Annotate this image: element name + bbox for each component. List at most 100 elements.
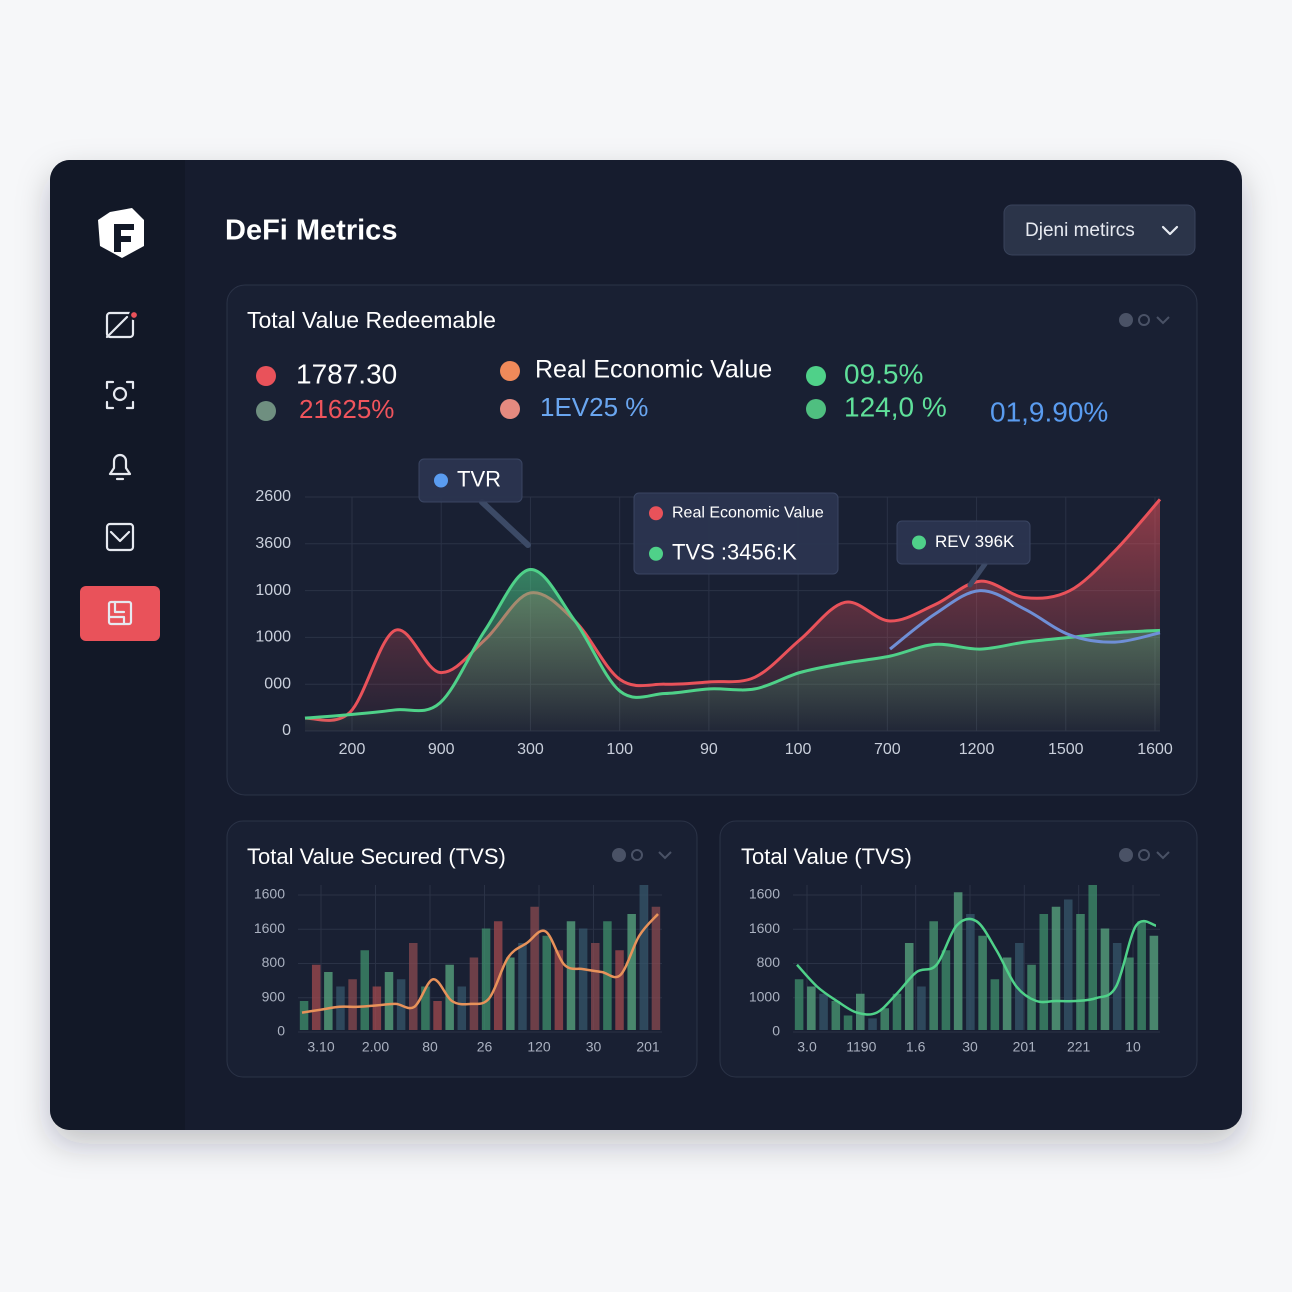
bar (360, 950, 369, 1030)
stat-value: 1787.30 (296, 358, 397, 389)
x-tick-label: 80 (422, 1039, 438, 1055)
bar (1149, 935, 1159, 1030)
bar (1088, 885, 1097, 1030)
tooltip-dot (649, 506, 663, 521)
x-tick-label: 300 (517, 741, 544, 758)
bar (324, 972, 333, 1030)
nav-send[interactable] (105, 309, 140, 339)
bar (1027, 964, 1036, 1030)
x-tick-label: 90 (700, 741, 718, 758)
panel-title: Total Value (TVS) (741, 844, 912, 869)
bar (966, 914, 975, 1030)
x-tick-label: 120 (527, 1039, 551, 1055)
y-tick-label: 0 (282, 722, 291, 739)
bar (929, 921, 938, 1030)
bar (615, 950, 624, 1030)
tooltip-text: TVR (457, 466, 501, 491)
stat-value: 124,0 % (844, 391, 947, 422)
line (304, 568, 1161, 720)
bar (469, 957, 479, 1030)
stat-dot (256, 401, 276, 421)
x-tick-label: 3.0 (797, 1039, 817, 1055)
y-tick-label: 1600 (749, 920, 780, 936)
page-title: DeFi Metrics (225, 215, 397, 247)
bar (880, 1008, 890, 1030)
stat-value: 21625% (299, 394, 394, 424)
bar (603, 921, 612, 1030)
stat-value: 1EV25 % (540, 392, 648, 422)
bar (651, 906, 661, 1030)
stat-dot (256, 366, 276, 386)
y-tick-label: 1000 (749, 988, 780, 1004)
bar (892, 993, 902, 1030)
x-tick-label: 1200 (959, 741, 995, 758)
tooltip-dot (434, 473, 448, 488)
panel-menu[interactable] (612, 848, 672, 862)
tooltip-text: Real Economic Value (672, 504, 824, 521)
line (304, 498, 1162, 722)
nav-reports[interactable] (107, 600, 133, 626)
panel-title: Total Value Secured (TVS) (247, 844, 506, 869)
tooltip-dot (649, 546, 663, 561)
bar (1125, 957, 1134, 1030)
y-tick-label: 3600 (255, 535, 291, 552)
bar (542, 935, 551, 1030)
x-tick-label: 2.00 (362, 1039, 389, 1055)
line (796, 917, 1157, 1016)
x-tick-label: 26 (477, 1039, 493, 1055)
area (305, 569, 1160, 731)
x-tick-label: 201 (636, 1039, 660, 1055)
nav-active[interactable] (80, 586, 160, 641)
tooltip-text: TVS :3456:K (672, 540, 797, 565)
x-tick-label: 700 (874, 741, 901, 758)
x-tick-label: 221 (1067, 1039, 1091, 1055)
stat-dot (806, 399, 826, 419)
x-tick-label: 900 (428, 741, 455, 758)
stat-dot (500, 399, 520, 419)
dropdown-label: Djeni metircs (1025, 220, 1135, 241)
bar (1100, 928, 1110, 1030)
x-tick-label: 1190 (846, 1039, 876, 1055)
bar (348, 979, 357, 1030)
stat-dot (806, 366, 826, 386)
tooltip (896, 520, 1031, 565)
bar (1076, 914, 1085, 1030)
x-tick-label: 100 (785, 741, 812, 758)
stat-dot (500, 361, 520, 381)
y-tick-label: 1600 (254, 920, 285, 936)
bar (1002, 957, 1012, 1030)
bar (384, 972, 394, 1030)
bar (856, 993, 865, 1030)
bar (336, 986, 345, 1030)
y-tick-label: 1000 (255, 629, 291, 646)
stat-value: Real Economic Value (535, 356, 772, 384)
panel-menu[interactable] (1119, 848, 1170, 862)
bar (493, 921, 503, 1030)
bar (868, 1018, 877, 1030)
x-tick-label: 1.6 (906, 1039, 926, 1055)
bar (819, 993, 828, 1030)
panel-menu[interactable] (1119, 313, 1170, 327)
stat-value: 09.5% (844, 358, 923, 389)
y-tick-label: 0 (772, 1023, 780, 1039)
y-tick-label: 1600 (254, 886, 285, 902)
y-tick-label: 000 (264, 675, 291, 692)
x-tick-label: 200 (339, 741, 366, 758)
x-tick-label: 100 (606, 741, 633, 758)
dropdown[interactable] (1003, 204, 1196, 256)
bar (554, 950, 564, 1030)
bar (639, 885, 649, 1030)
bar (530, 906, 539, 1030)
nav-mail[interactable] (105, 522, 135, 552)
bar (421, 986, 430, 1030)
bar (953, 892, 963, 1030)
nav-scan[interactable] (105, 380, 135, 410)
bar (409, 943, 418, 1030)
dropdown-arrow (1161, 225, 1179, 236)
tooltip-pointer (967, 561, 988, 588)
bar (807, 986, 816, 1030)
x-tick-label: 1600 (1137, 741, 1173, 758)
nav-bell[interactable] (108, 453, 132, 481)
